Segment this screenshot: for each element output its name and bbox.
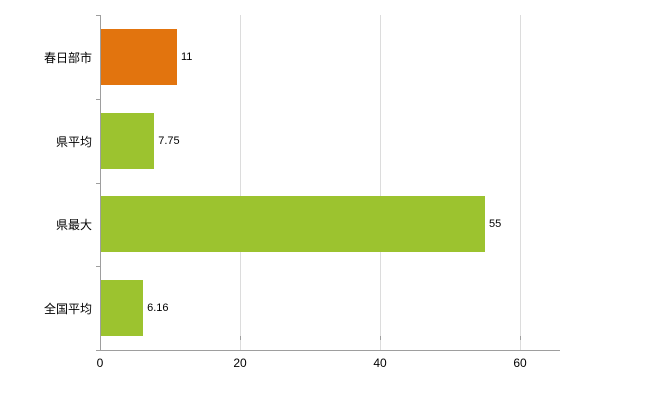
gridline — [380, 15, 381, 350]
x-tick-label: 0 — [96, 356, 104, 370]
category-label: 県最大 — [55, 218, 92, 233]
bar — [101, 112, 155, 169]
y-tick-mark — [96, 350, 100, 351]
y-axis-line — [100, 15, 101, 350]
category-label: 県平均 — [55, 134, 92, 149]
x-tick-label: 40 — [373, 356, 387, 370]
bar — [101, 28, 177, 85]
y-tick-mark — [96, 182, 100, 184]
category-label: 全国平均 — [43, 302, 92, 317]
x-tick-mark — [520, 336, 521, 340]
bar — [101, 280, 144, 337]
category-label: 春日部市 — [43, 50, 92, 65]
x-tick-mark — [240, 336, 241, 340]
x-tick-label: 20 — [233, 356, 247, 370]
x-tick-mark — [100, 336, 101, 340]
gridline — [520, 15, 521, 350]
bar-value-label: 55 — [489, 218, 502, 231]
bar-value-label: 7.75 — [158, 134, 180, 147]
bar-value-label: 11 — [181, 50, 193, 63]
gridline — [240, 15, 241, 350]
x-tick-label: 60 — [513, 356, 527, 370]
x-axis-line — [100, 350, 560, 351]
bar — [101, 196, 485, 253]
plot-area: 11 7.75 55 6.16 — [100, 15, 560, 351]
x-tick-mark — [380, 336, 381, 340]
y-tick-mark — [96, 98, 100, 100]
y-tick-mark — [96, 266, 100, 268]
y-tick-mark — [96, 15, 100, 16]
bar-value-label: 6.16 — [147, 302, 169, 315]
